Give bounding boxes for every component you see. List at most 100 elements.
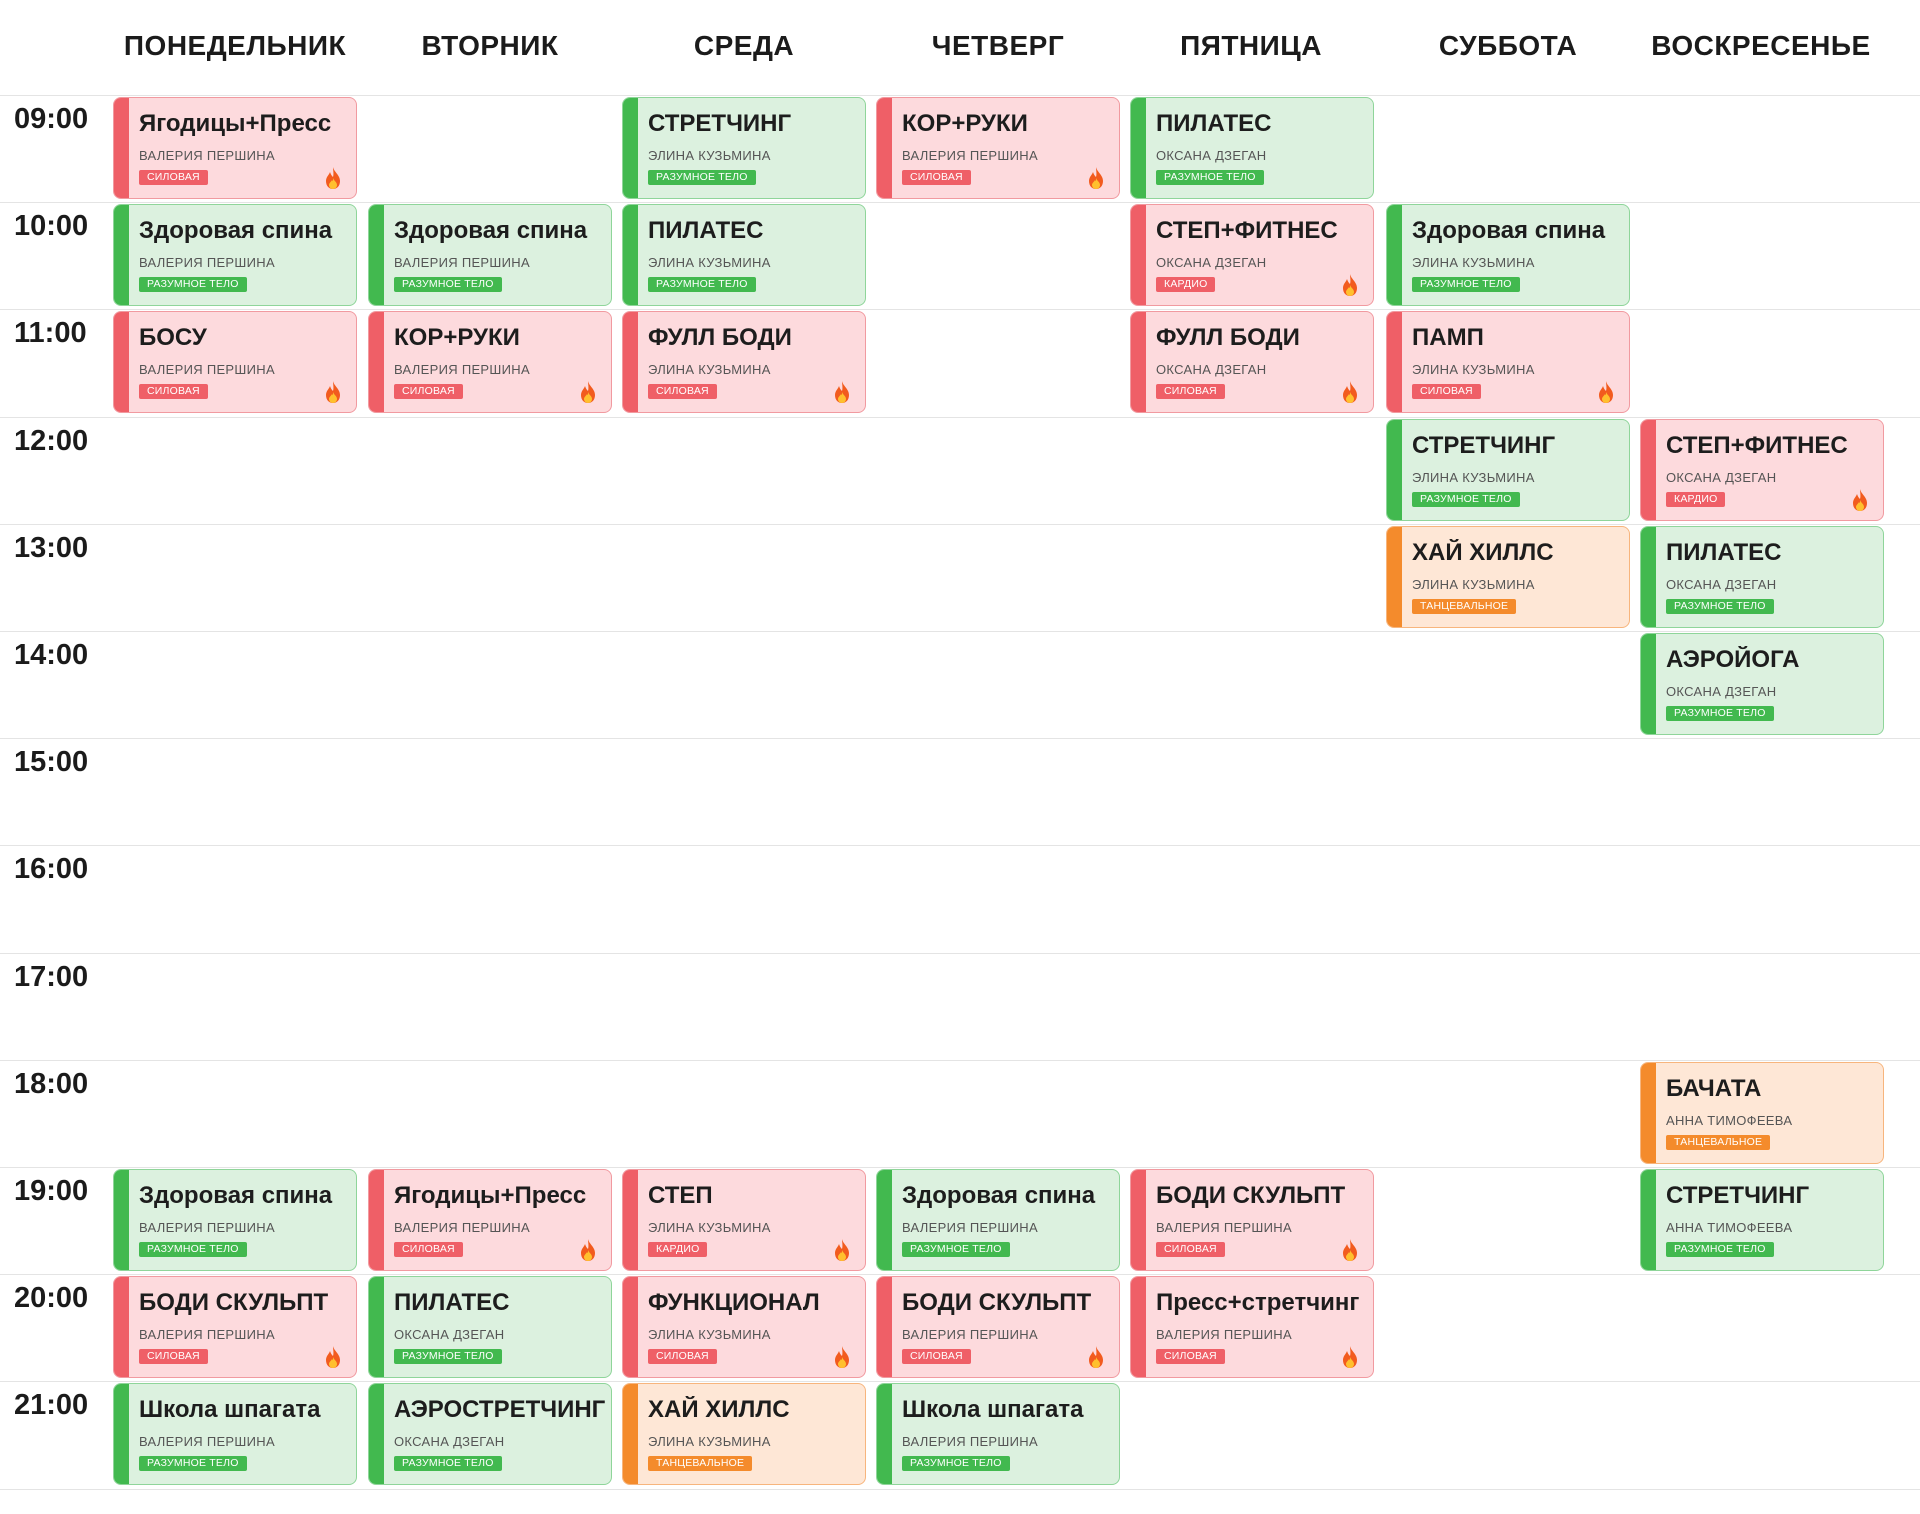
- class-card[interactable]: СТЕП+ФИТНЕС ОКСАНА ДЗЕГАН КАРДИО: [1130, 204, 1374, 306]
- class-card[interactable]: ФУНКЦИОНАЛ ЭЛИНА КУЗЬМИНА СИЛОВАЯ: [622, 1276, 866, 1378]
- class-card[interactable]: Здоровая спина ВАЛЕРИЯ ПЕРШИНА РАЗУМНОЕ ТЕ…: [876, 1169, 1120, 1271]
- trainer-name: ВАЛЕРИЯ ПЕРШИНА: [139, 1434, 275, 1449]
- class-card[interactable]: СТЕП+ФИТНЕС ОКСАНА ДЗЕГАН КАРДИО: [1640, 419, 1884, 521]
- class-card[interactable]: Здоровая спина ВАЛЕРИЯ ПЕРШИНА РАЗУМНОЕ ТЕ…: [113, 1169, 357, 1271]
- class-card[interactable]: Здоровая спина ВАЛЕРИЯ ПЕРШИНА РАЗУМНОЕ ТЕ…: [368, 204, 612, 306]
- class-title: БОДИ СКУЛЬПТ: [1156, 1182, 1346, 1209]
- category-stripe: [1131, 205, 1146, 305]
- class-card[interactable]: ХАЙ ХИЛЛС ЭЛИНА КУЗЬМИНА ТАНЦЕВАЛЬНОЕ: [622, 1383, 866, 1485]
- class-title: ФУЛЛ БОДИ: [1156, 324, 1300, 351]
- class-card[interactable]: ПИЛАТЕС ЭЛИНА КУЗЬМИНА РАЗУМНОЕ ТЕЛО: [622, 204, 866, 306]
- class-card[interactable]: БОДИ СКУЛЬПТ ВАЛЕРИЯ ПЕРШИНА СИЛОВАЯ: [113, 1276, 357, 1378]
- category-badge: РАЗУМНОЕ ТЕЛО: [394, 1456, 502, 1471]
- class-card[interactable]: Пресс+стретчинг ВАЛЕРИЯ ПЕРШИНА СИЛОВАЯ: [1130, 1276, 1374, 1378]
- fire-icon: [1089, 1346, 1103, 1368]
- class-card[interactable]: ПИЛАТЕС ОКСАНА ДЗЕГАН РАЗУМНОЕ ТЕЛО: [1130, 97, 1374, 199]
- category-stripe: [1387, 312, 1402, 412]
- trainer-name: ВАЛЕРИЯ ПЕРШИНА: [394, 255, 530, 270]
- class-card[interactable]: Здоровая спина ВАЛЕРИЯ ПЕРШИНА РАЗУМНОЕ ТЕ…: [113, 204, 357, 306]
- class-card[interactable]: БОДИ СКУЛЬПТ ВАЛЕРИЯ ПЕРШИНА СИЛОВАЯ: [876, 1276, 1120, 1378]
- category-badge: КАРДИО: [1666, 492, 1726, 507]
- class-card[interactable]: ХАЙ ХИЛЛС ЭЛИНА КУЗЬМИНА ТАНЦЕВАЛЬНОЕ: [1386, 526, 1630, 628]
- category-badge: СИЛОВАЯ: [139, 170, 208, 185]
- class-card[interactable]: БОДИ СКУЛЬПТ ВАЛЕРИЯ ПЕРШИНА СИЛОВАЯ: [1130, 1169, 1374, 1271]
- class-title: СТРЕТЧИНГ: [1412, 432, 1556, 459]
- fire-icon: [835, 1346, 849, 1368]
- category-stripe: [623, 205, 638, 305]
- trainer-name: АННА ТИМОФЕЕВА: [1666, 1113, 1793, 1128]
- class-title: СТРЕТЧИНГ: [1666, 1182, 1810, 1209]
- time-label: 11:00: [14, 317, 87, 349]
- time-label: 13:00: [14, 532, 89, 564]
- class-card[interactable]: СТЕП ЭЛИНА КУЗЬМИНА КАРДИО: [622, 1169, 866, 1271]
- class-card[interactable]: ПИЛАТЕС ОКСАНА ДЗЕГАН РАЗУМНОЕ ТЕЛО: [368, 1276, 612, 1378]
- category-stripe: [1387, 420, 1402, 520]
- category-stripe: [114, 312, 129, 412]
- class-title: ПИЛАТЕС: [1666, 539, 1782, 566]
- category-badge: РАЗУМНОЕ ТЕЛО: [1412, 277, 1520, 292]
- trainer-name: ЭЛИНА КУЗЬМИНА: [648, 255, 771, 270]
- category-stripe: [369, 1384, 384, 1484]
- trainer-name: ЭЛИНА КУЗЬМИНА: [648, 362, 771, 377]
- category-badge: РАЗУМНОЕ ТЕЛО: [139, 277, 247, 292]
- class-card[interactable]: КОР+РУКИ ВАЛЕРИЯ ПЕРШИНА СИЛОВАЯ: [876, 97, 1120, 199]
- fire-icon: [835, 1239, 849, 1261]
- class-title: Пресс+стретчинг: [1156, 1289, 1360, 1316]
- class-card[interactable]: АЭРОЙОГА ОКСАНА ДЗЕГАН РАЗУМНОЕ ТЕЛО: [1640, 633, 1884, 735]
- class-card[interactable]: Школа шпагата ВАЛЕРИЯ ПЕРШИНА РАЗУМНОЕ ТЕЛ…: [113, 1383, 357, 1485]
- category-badge: РАЗУМНОЕ ТЕЛО: [139, 1242, 247, 1257]
- category-stripe: [114, 1277, 129, 1377]
- class-card[interactable]: Ягодицы+Пресс ВАЛЕРИЯ ПЕРШИНА СИЛОВАЯ: [113, 97, 357, 199]
- class-card[interactable]: ПИЛАТЕС ОКСАНА ДЗЕГАН РАЗУМНОЕ ТЕЛО: [1640, 526, 1884, 628]
- class-card[interactable]: СТРЕТЧИНГ ЭЛИНА КУЗЬМИНА РАЗУМНОЕ ТЕЛО: [622, 97, 866, 199]
- category-stripe: [369, 1277, 384, 1377]
- time-label: 15:00: [14, 746, 89, 778]
- category-badge: КАРДИО: [1156, 277, 1216, 292]
- class-card[interactable]: Здоровая спина ЭЛИНА КУЗЬМИНА РАЗУМНОЕ ТЕЛ…: [1386, 204, 1630, 306]
- category-badge: СИЛОВАЯ: [902, 1349, 971, 1364]
- category-badge: РАЗУМНОЕ ТЕЛО: [394, 1349, 502, 1364]
- category-badge: КАРДИО: [648, 1242, 708, 1257]
- class-title: ФУНКЦИОНАЛ: [648, 1289, 820, 1316]
- category-stripe: [1387, 205, 1402, 305]
- class-card[interactable]: Школа шпагата ВАЛЕРИЯ ПЕРШИНА РАЗУМНОЕ ТЕЛ…: [876, 1383, 1120, 1485]
- category-stripe: [369, 1170, 384, 1270]
- class-card[interactable]: БАЧАТА АННА ТИМОФЕЕВА ТАНЦЕВАЛЬНОЕ: [1640, 1062, 1884, 1164]
- time-label: 10:00: [14, 210, 89, 242]
- trainer-name: ЭЛИНА КУЗЬМИНА: [648, 1220, 771, 1235]
- row-divider: [0, 202, 1920, 203]
- category-badge: СИЛОВАЯ: [902, 170, 971, 185]
- class-title: ПИЛАТЕС: [1156, 110, 1272, 137]
- class-card[interactable]: АЭРОСТРЕТЧИНГ ОКСАНА ДЗЕГАН РАЗУМНОЕ ТЕЛО: [368, 1383, 612, 1485]
- class-title: ХАЙ ХИЛЛС: [1412, 539, 1554, 566]
- row-divider: [0, 1381, 1920, 1382]
- class-card[interactable]: ФУЛЛ БОДИ ОКСАНА ДЗЕГАН СИЛОВАЯ: [1130, 311, 1374, 413]
- category-badge: СИЛОВАЯ: [1156, 1242, 1225, 1257]
- fire-icon: [1343, 1346, 1357, 1368]
- category-badge: РАЗУМНОЕ ТЕЛО: [1666, 599, 1774, 614]
- class-title: ХАЙ ХИЛЛС: [648, 1396, 790, 1423]
- fire-icon: [581, 1239, 595, 1261]
- row-divider: [0, 309, 1920, 310]
- fire-icon: [326, 381, 340, 403]
- class-card[interactable]: Ягодицы+Пресс ВАЛЕРИЯ ПЕРШИНА СИЛОВАЯ: [368, 1169, 612, 1271]
- category-stripe: [877, 1384, 892, 1484]
- class-title: Здоровая спина: [902, 1182, 1096, 1209]
- class-title: ПИЛАТЕС: [648, 217, 764, 244]
- category-stripe: [1131, 312, 1146, 412]
- time-label: 14:00: [14, 639, 89, 671]
- category-stripe: [1641, 527, 1656, 627]
- class-card[interactable]: ФУЛЛ БОДИ ЭЛИНА КУЗЬМИНА СИЛОВАЯ: [622, 311, 866, 413]
- category-stripe: [623, 1170, 638, 1270]
- class-card[interactable]: СТРЕТЧИНГ АННА ТИМОФЕЕВА РАЗУМНОЕ ТЕЛО: [1640, 1169, 1884, 1271]
- class-card[interactable]: КОР+РУКИ ВАЛЕРИЯ ПЕРШИНА СИЛОВАЯ: [368, 311, 612, 413]
- class-card[interactable]: ПАМП ЭЛИНА КУЗЬМИНА СИЛОВАЯ: [1386, 311, 1630, 413]
- class-card[interactable]: СТРЕТЧИНГ ЭЛИНА КУЗЬМИНА РАЗУМНОЕ ТЕЛО: [1386, 419, 1630, 521]
- category-badge: РАЗУМНОЕ ТЕЛО: [1412, 492, 1520, 507]
- class-title: СТЕП+ФИТНЕС: [1156, 217, 1338, 244]
- class-title: КОР+РУКИ: [394, 324, 520, 351]
- category-stripe: [877, 1277, 892, 1377]
- time-label: 09:00: [14, 103, 89, 135]
- class-card[interactable]: БОСУ ВАЛЕРИЯ ПЕРШИНА СИЛОВАЯ: [113, 311, 357, 413]
